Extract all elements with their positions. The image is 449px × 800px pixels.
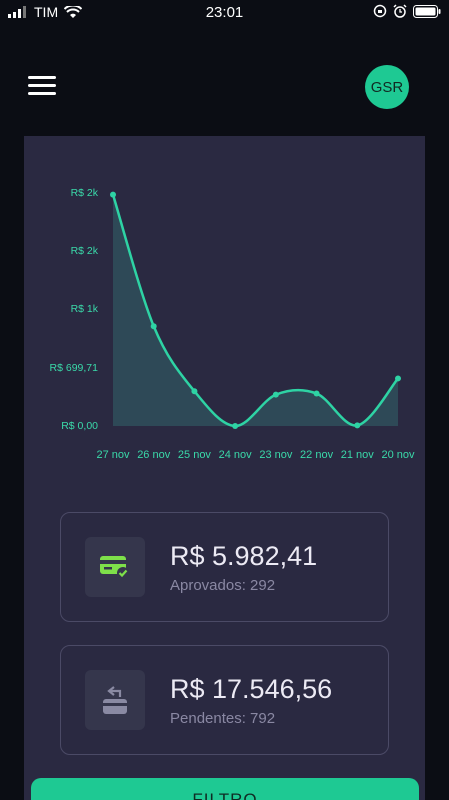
chart-point (150, 323, 157, 330)
x-tick-label: 20 nov (381, 449, 415, 461)
y-tick-label: R$ 2k (71, 245, 99, 257)
chart-point (232, 423, 239, 429)
pending-value: R$ 17.546,56 (170, 674, 333, 704)
chart-point (354, 422, 361, 429)
clock: 23:01 (205, 4, 244, 21)
alarm-icon (393, 4, 407, 18)
status-left: TIM (8, 4, 83, 20)
pending-icon-box (85, 670, 145, 730)
y-tick-label: R$ 1k (71, 303, 99, 315)
x-tick-label: 26 nov (137, 449, 171, 461)
approved-card[interactable]: R$ 5.982,41 Aprovados: 292 (60, 512, 389, 622)
status-bar: TIM 23:01 (0, 0, 449, 26)
pending-count: Pendentes: 792 (170, 710, 276, 727)
status-right (373, 4, 441, 18)
avatar-initials: GSR (370, 78, 404, 96)
y-tick-label: R$ 0,00 (61, 420, 98, 432)
wifi-icon (64, 5, 83, 18)
chart-point (191, 388, 198, 395)
chart-point (272, 391, 279, 398)
avatar[interactable]: GSR (365, 65, 409, 109)
y-tick-label: R$ 699,71 (50, 362, 99, 374)
approved-count: Aprovados: 292 (170, 577, 276, 594)
x-tick-label: 25 nov (178, 449, 212, 461)
battery-icon (413, 4, 441, 18)
filter-button[interactable]: FILTRO (31, 778, 419, 800)
card-check-icon (100, 556, 129, 579)
chart-point (110, 191, 116, 198)
rotation-lock-icon (373, 4, 387, 18)
card-return-icon (103, 686, 127, 714)
dashboard-panel: R$ 2k R$ 2k R$ 1k R$ 699,71 R$ 0,00 27 nov 26… (24, 136, 425, 800)
pending-card[interactable]: R$ 17.546,56 Pendentes: 792 (60, 645, 389, 755)
signal-icon (8, 6, 26, 18)
chart-line (111, 194, 399, 428)
menu-icon[interactable] (28, 76, 56, 96)
filter-button-label: FILTRO (192, 790, 258, 800)
x-tick-label: 21 nov (341, 449, 375, 461)
chart-area-fill (113, 194, 398, 427)
x-tick-label: 24 nov (219, 449, 253, 461)
chart-point (313, 390, 320, 397)
approved-icon-box (85, 537, 145, 597)
x-tick-label: 27 nov (96, 449, 130, 461)
chart-point (395, 375, 401, 382)
approved-value: R$ 5.982,41 (170, 541, 318, 571)
x-tick-label: 23 nov (259, 449, 293, 461)
carrier-name: TIM (34, 4, 59, 20)
y-tick-label: R$ 2k (71, 187, 99, 199)
sales-chart: R$ 2k R$ 2k R$ 1k R$ 699,71 R$ 0,00 27 nov 26… (50, 187, 415, 461)
x-tick-label: 22 nov (300, 449, 334, 461)
